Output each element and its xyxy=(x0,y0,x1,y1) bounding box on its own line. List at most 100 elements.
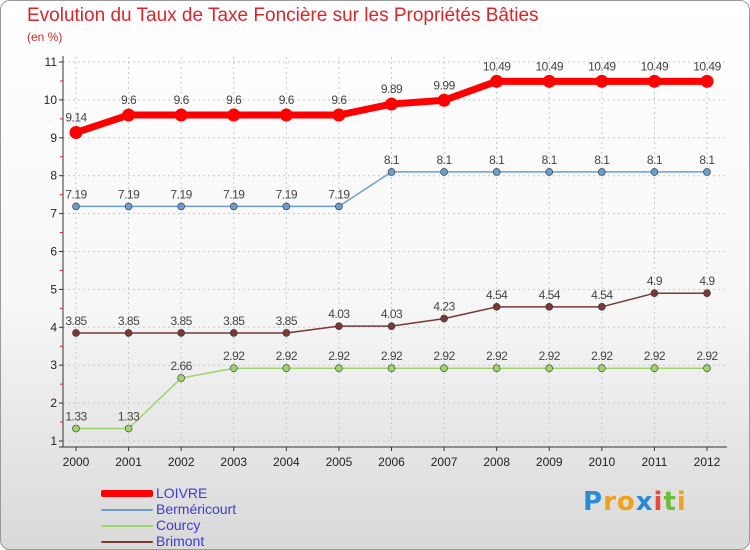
data-point xyxy=(598,303,606,311)
data-point xyxy=(229,329,238,337)
data-label: 9.6 xyxy=(279,93,295,107)
y-tick-label: 4 xyxy=(50,320,57,334)
data-label: 2.92 xyxy=(276,349,298,363)
data-point xyxy=(598,168,606,176)
data-point xyxy=(595,74,609,88)
legend-label: LOIVRE xyxy=(156,485,208,501)
data-point xyxy=(282,202,291,211)
legend-swatch xyxy=(101,525,153,527)
data-point xyxy=(650,364,659,373)
data-label: 7.19 xyxy=(223,187,245,201)
x-tick-label: 2010 xyxy=(588,455,615,469)
data-label: 9.6 xyxy=(121,93,137,107)
y-tick-label: 1 xyxy=(50,434,57,448)
data-label: 2.92 xyxy=(591,349,613,363)
data-point xyxy=(650,168,659,176)
data-point xyxy=(703,168,711,176)
chart-title: Evolution du Taux de Taxe Foncière sur l… xyxy=(27,5,539,26)
data-label: 3.85 xyxy=(118,314,140,328)
logo-letter: o xyxy=(616,487,636,517)
data-label: 9.89 xyxy=(381,82,403,96)
data-label: 4.54 xyxy=(591,288,613,302)
data-point xyxy=(124,202,133,211)
logo-letter: i xyxy=(676,487,687,517)
data-point xyxy=(703,364,711,373)
data-label: 3.85 xyxy=(170,314,192,328)
data-point xyxy=(700,74,714,88)
y-tick-label: 3 xyxy=(50,358,57,372)
data-point xyxy=(440,364,448,373)
y-tick-label: 10 xyxy=(44,93,58,107)
data-label: 9.6 xyxy=(331,93,347,107)
data-label: 4.03 xyxy=(381,307,403,321)
data-label: 7.19 xyxy=(276,187,298,201)
data-point xyxy=(177,329,185,337)
data-point xyxy=(542,74,556,88)
data-point xyxy=(440,168,448,176)
data-point xyxy=(385,97,398,111)
data-point xyxy=(72,329,80,337)
data-label: 2.92 xyxy=(696,349,718,363)
x-tick-label: 2006 xyxy=(378,455,405,469)
data-label: 10.49 xyxy=(693,59,721,73)
data-label: 4.23 xyxy=(433,300,455,314)
y-tick-label: 9 xyxy=(50,131,57,145)
data-label: 7.19 xyxy=(328,187,350,201)
y-tick-label: 2 xyxy=(50,396,57,410)
proxiti-logo: Proxiti xyxy=(583,487,687,517)
data-point xyxy=(229,202,238,211)
data-label: 4.54 xyxy=(486,288,508,302)
data-point xyxy=(177,202,185,211)
data-label: 8.1 xyxy=(594,153,610,167)
data-point xyxy=(437,93,451,107)
data-label: 2.92 xyxy=(644,349,666,363)
data-point xyxy=(387,322,396,330)
data-label: 10.49 xyxy=(641,59,669,73)
data-label: 8.1 xyxy=(699,153,715,167)
data-point xyxy=(174,108,188,122)
data-point xyxy=(545,168,554,176)
data-point xyxy=(387,168,396,176)
data-label: 2.92 xyxy=(328,349,350,363)
data-point xyxy=(279,108,293,122)
data-point xyxy=(282,329,291,337)
x-tick-label: 2001 xyxy=(115,455,142,469)
x-tick-label: 2011 xyxy=(642,455,668,469)
data-point xyxy=(440,314,448,323)
data-label: 4.54 xyxy=(539,288,561,302)
data-point xyxy=(545,364,554,373)
data-label: 2.92 xyxy=(539,349,561,363)
y-tick-label: 8 xyxy=(50,169,57,183)
data-point xyxy=(72,202,80,211)
data-point xyxy=(335,364,343,373)
chart-unit-label: (en %) xyxy=(27,30,63,44)
data-label: 9.6 xyxy=(174,93,190,107)
data-point xyxy=(492,303,501,311)
data-label: 2.92 xyxy=(223,349,245,363)
data-label: 2.92 xyxy=(486,349,508,363)
data-label: 1.33 xyxy=(118,409,140,423)
legend-label: Courcy xyxy=(156,517,201,533)
data-point xyxy=(598,364,606,373)
logo-letter: r xyxy=(603,487,617,517)
data-label: 4.9 xyxy=(647,274,663,288)
data-label: 8.1 xyxy=(647,153,663,167)
data-point xyxy=(492,168,501,176)
data-point xyxy=(177,374,185,382)
x-tick-label: 2002 xyxy=(168,455,195,469)
logo-letter: x xyxy=(635,487,654,517)
data-label: 10.49 xyxy=(588,59,616,73)
data-point xyxy=(335,322,343,330)
data-point xyxy=(387,364,396,373)
data-point xyxy=(227,108,241,122)
data-point xyxy=(647,74,661,88)
y-tick-label: 5 xyxy=(50,282,57,296)
logo-letter: P xyxy=(583,487,604,517)
data-point xyxy=(335,202,343,211)
logo-letter: i xyxy=(653,487,664,517)
y-tick-label: 7 xyxy=(50,207,57,221)
legend-label: Berméricourt xyxy=(156,501,237,517)
logo-letter: t xyxy=(663,487,677,517)
